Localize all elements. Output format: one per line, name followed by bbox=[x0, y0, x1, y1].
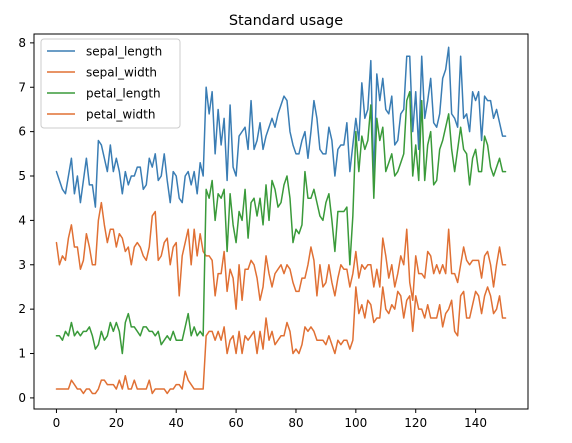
y-tick-label: 2 bbox=[18, 302, 26, 316]
legend-box bbox=[40, 38, 181, 129]
y-tick-label: 3 bbox=[18, 258, 26, 272]
legend-label-sepal-length: sepal_length bbox=[86, 45, 162, 59]
y-tick-label: 7 bbox=[18, 80, 26, 94]
legend: sepal_length sepal_width petal_lengthpetal… bbox=[40, 38, 181, 129]
chart-title: Standard usage bbox=[229, 13, 343, 29]
x-tick-label: 140 bbox=[464, 416, 487, 430]
legend-label-petal-width: petal_width bbox=[86, 108, 155, 122]
plot-frame bbox=[33, 33, 529, 410]
x-tick-label: 100 bbox=[344, 416, 367, 430]
y-tick-label: 1 bbox=[18, 347, 26, 361]
y-tick-label: 4 bbox=[18, 213, 26, 227]
x-tick-label: 60 bbox=[228, 416, 243, 430]
x-tick-label: 120 bbox=[404, 416, 427, 430]
y-tick-label: 0 bbox=[18, 391, 26, 405]
y-tick-label: 8 bbox=[18, 36, 26, 50]
series-line-petal-length bbox=[55, 90, 507, 355]
series-line-sepal-width bbox=[55, 201, 507, 310]
y-tick-label: 5 bbox=[18, 169, 26, 183]
legend-label-sepal-width: sepal_width bbox=[86, 66, 157, 80]
series-line-petal-width bbox=[55, 286, 507, 395]
x-tick-label: 80 bbox=[288, 416, 303, 430]
series-line-sepal-length bbox=[55, 46, 507, 208]
legend-label-petal-length: petal_length bbox=[86, 87, 161, 101]
x-tick-label: 20 bbox=[109, 416, 124, 430]
x-tick-label: 0 bbox=[53, 416, 61, 430]
x-tick-label: 40 bbox=[169, 416, 184, 430]
y-tick-label: 6 bbox=[18, 125, 26, 139]
